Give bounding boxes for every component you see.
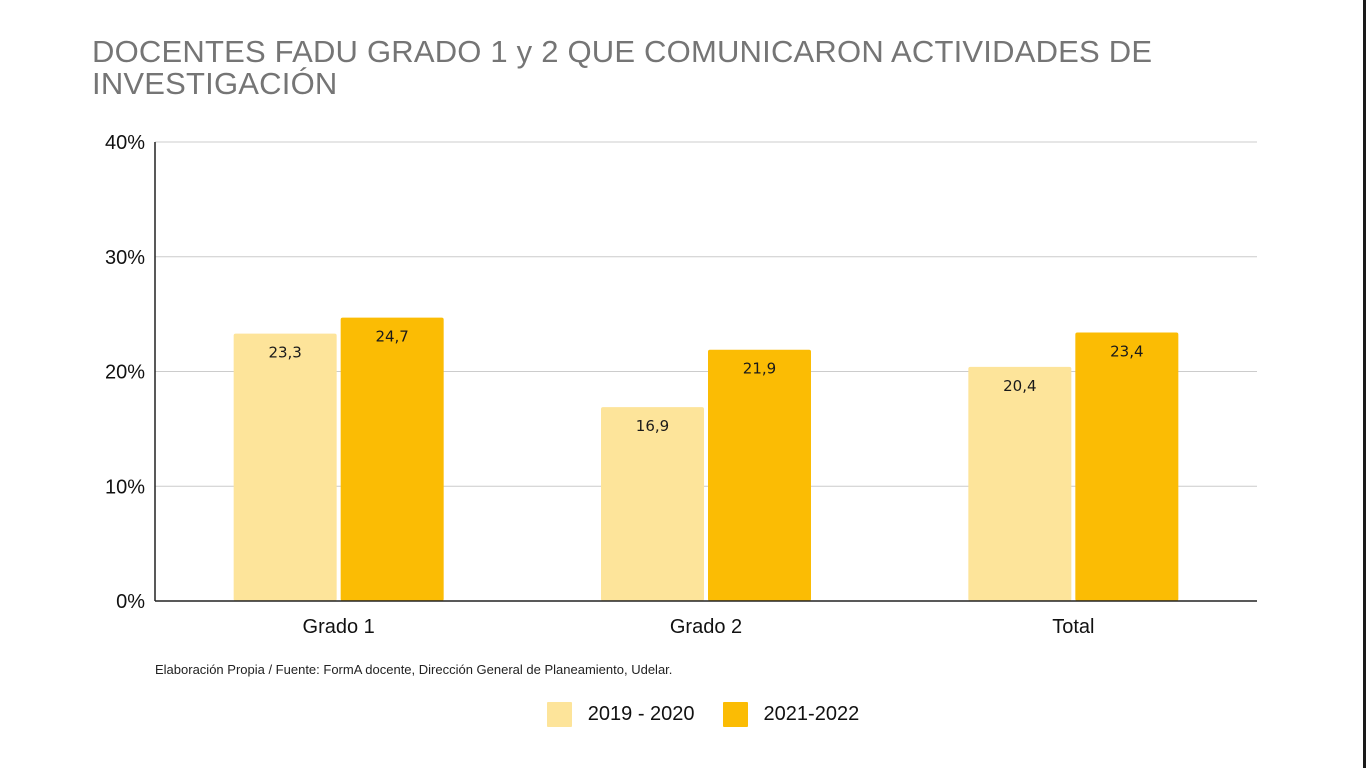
- data-label: 23,3: [268, 344, 301, 362]
- y-tick-label: 30%: [105, 247, 145, 269]
- legend-item-series-1[interactable]: 2019 - 2020: [546, 702, 695, 727]
- data-label: 24,7: [375, 328, 408, 346]
- gridlines: [155, 141, 1257, 487]
- axes: 0% 10% 20% 30% 40% Grado 1 Grado 2 Total: [105, 132, 1257, 638]
- legend: 2019 - 2020 2021-2022: [0, 702, 1366, 727]
- bar: [968, 366, 1072, 601]
- legend-swatch: [722, 702, 748, 727]
- bars: 23,3 24,7 16,9 21,9 20,4 23,4: [233, 317, 1179, 601]
- legend-item-series-2[interactable]: 2021-2022: [722, 702, 860, 727]
- data-label: 23,4: [1110, 342, 1143, 360]
- y-tick-label: 20%: [105, 362, 145, 384]
- legend-label: 2021-2022: [763, 703, 860, 725]
- source-note: Elaboración Propia / Fuente: FormA docen…: [155, 662, 673, 677]
- data-label: 16,9: [636, 417, 669, 435]
- bar: [1075, 332, 1179, 601]
- window-edge: [1363, 0, 1366, 768]
- bar: [233, 333, 337, 601]
- chart-title: DOCENTES FADU GRADO 1 y 2 QUE COMUNICARO…: [92, 34, 1153, 101]
- data-label: 21,9: [743, 360, 776, 378]
- x-tick-label: Grado 1: [303, 616, 375, 638]
- x-tick-label: Grado 2: [670, 616, 742, 638]
- y-tick-label: 10%: [105, 476, 145, 498]
- bar: [708, 349, 811, 601]
- x-tick-label: Total: [1052, 616, 1094, 638]
- data-label: 20,4: [1003, 377, 1036, 395]
- legend-swatch: [546, 702, 572, 727]
- bar: [340, 317, 444, 601]
- legend-label: 2019 - 2020: [587, 703, 695, 725]
- bar: [601, 407, 704, 601]
- y-tick-label: 0%: [116, 591, 145, 613]
- y-tick-label: 40%: [105, 132, 145, 154]
